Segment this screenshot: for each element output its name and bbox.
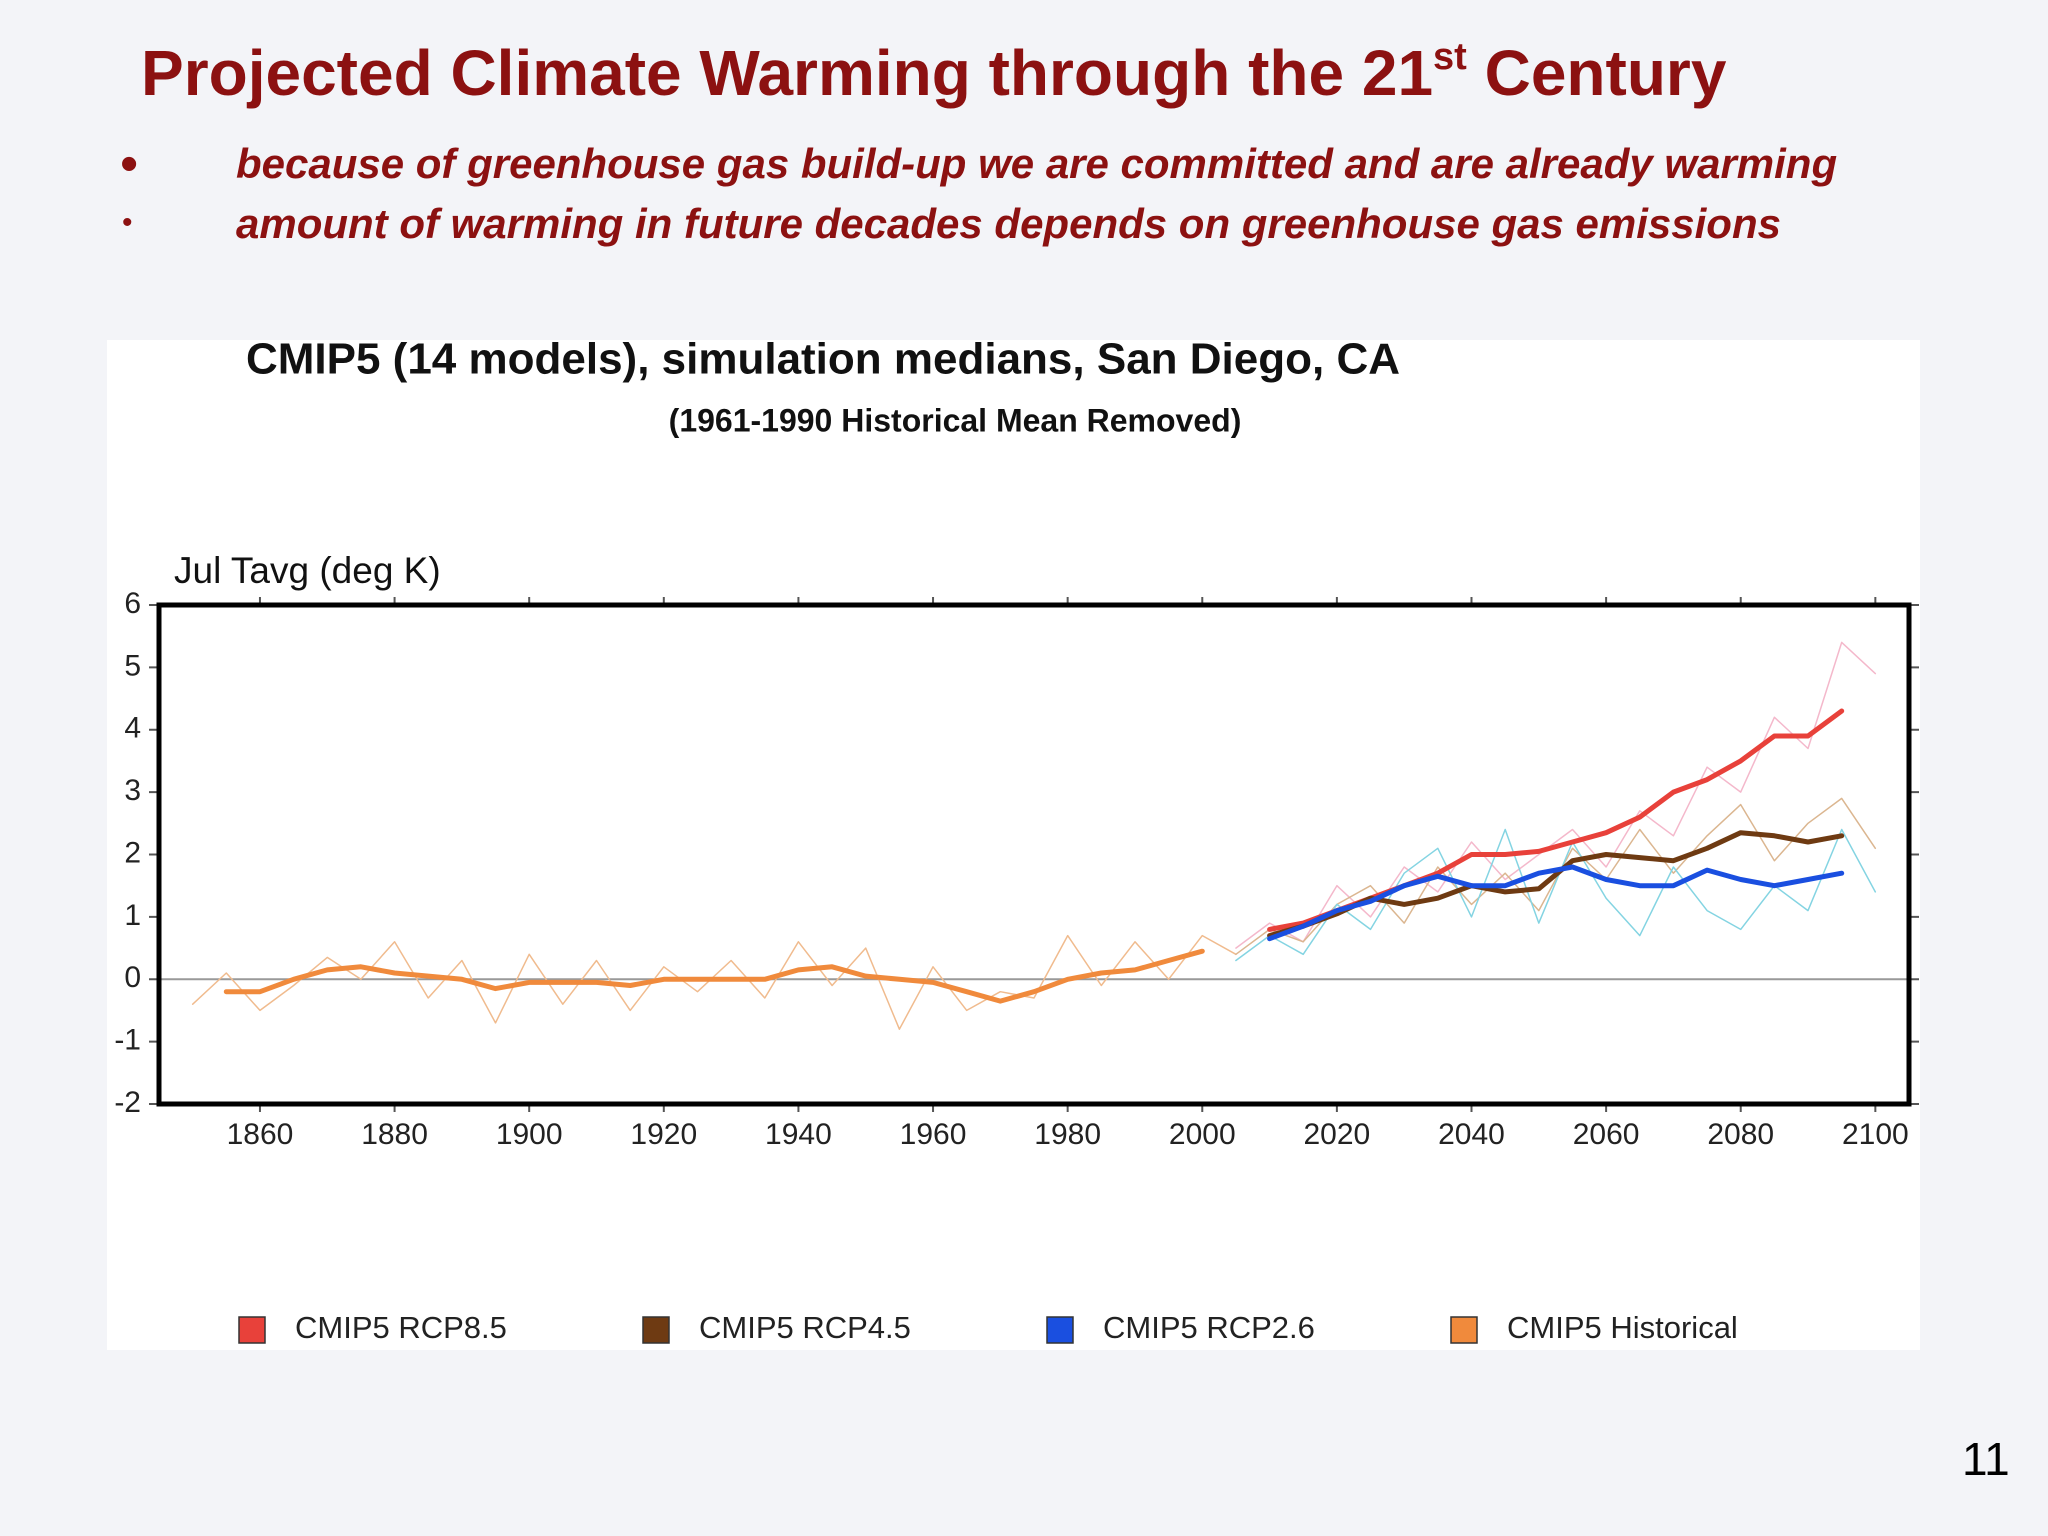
x-tick-label: 2080 bbox=[1707, 1118, 1774, 1151]
legend-label: CMIP5 RCP2.6 bbox=[1103, 1310, 1315, 1345]
x-tick-label: 1900 bbox=[496, 1118, 563, 1151]
legend-label: CMIP5 RCP4.5 bbox=[699, 1310, 911, 1345]
y-tick-label: 6 bbox=[124, 587, 141, 620]
x-tick-label: 2040 bbox=[1438, 1118, 1505, 1151]
y-tick-label: 5 bbox=[124, 649, 141, 682]
chart-background bbox=[107, 340, 1920, 1350]
legend-swatch bbox=[1450, 1316, 1478, 1344]
y-tick-label: 4 bbox=[124, 712, 141, 745]
slide-title: Projected Climate Warming through the 21… bbox=[141, 36, 1726, 110]
series-line bbox=[223, 948, 1205, 1004]
legend-swatch bbox=[238, 1316, 266, 1344]
y-tick-label: 2 bbox=[124, 836, 141, 869]
annual-line bbox=[1235, 641, 1877, 949]
title-sup: st bbox=[1433, 36, 1467, 78]
annual-line bbox=[191, 934, 1237, 1030]
plot-frame bbox=[156, 602, 1912, 1107]
title-main: Projected Climate Warming through the 21 bbox=[141, 37, 1434, 109]
page-number: 11 bbox=[1962, 1433, 2010, 1485]
x-tick-label: 1940 bbox=[765, 1118, 832, 1151]
x-tick-label: 1880 bbox=[361, 1118, 428, 1151]
chart-title: CMIP5 (14 models), simulation medians, S… bbox=[246, 335, 1400, 384]
x-tick-label: 1920 bbox=[630, 1118, 697, 1151]
y-tick-label: 0 bbox=[124, 961, 141, 994]
x-tick-label: 2100 bbox=[1842, 1118, 1909, 1151]
annual-line bbox=[1235, 797, 1877, 956]
legend-swatch bbox=[642, 1316, 670, 1344]
y-tick-label: -1 bbox=[114, 1024, 141, 1057]
chart-subtitle: (1961-1990 Historical Mean Removed) bbox=[669, 402, 1242, 438]
series-line bbox=[1267, 864, 1845, 942]
bullet-dot: • bbox=[120, 135, 139, 193]
legend-label: CMIP5 RCP8.5 bbox=[295, 1310, 507, 1345]
bullet: amount of warming in future decades depe… bbox=[236, 200, 1781, 247]
x-tick-label: 1860 bbox=[227, 1118, 294, 1151]
bullet-dot: • bbox=[122, 206, 133, 239]
bullet: because of greenhouse gas build-up we ar… bbox=[236, 140, 1838, 187]
x-tick-label: 2060 bbox=[1573, 1118, 1640, 1151]
x-tick-label: 2000 bbox=[1169, 1118, 1236, 1151]
legend-swatch bbox=[1046, 1316, 1074, 1344]
x-tick-label: 1980 bbox=[1034, 1118, 1101, 1151]
y-tick-label: -2 bbox=[114, 1086, 141, 1119]
x-tick-label: 1960 bbox=[900, 1118, 967, 1151]
legend-label: CMIP5 Historical bbox=[1507, 1310, 1738, 1345]
y-tick-label: 1 bbox=[124, 899, 141, 932]
title-end: Century bbox=[1466, 37, 1727, 109]
x-tick-label: 2020 bbox=[1304, 1118, 1371, 1151]
y-axis-label: Jul Tavg (deg K) bbox=[174, 550, 441, 591]
y-tick-label: 3 bbox=[124, 774, 141, 807]
